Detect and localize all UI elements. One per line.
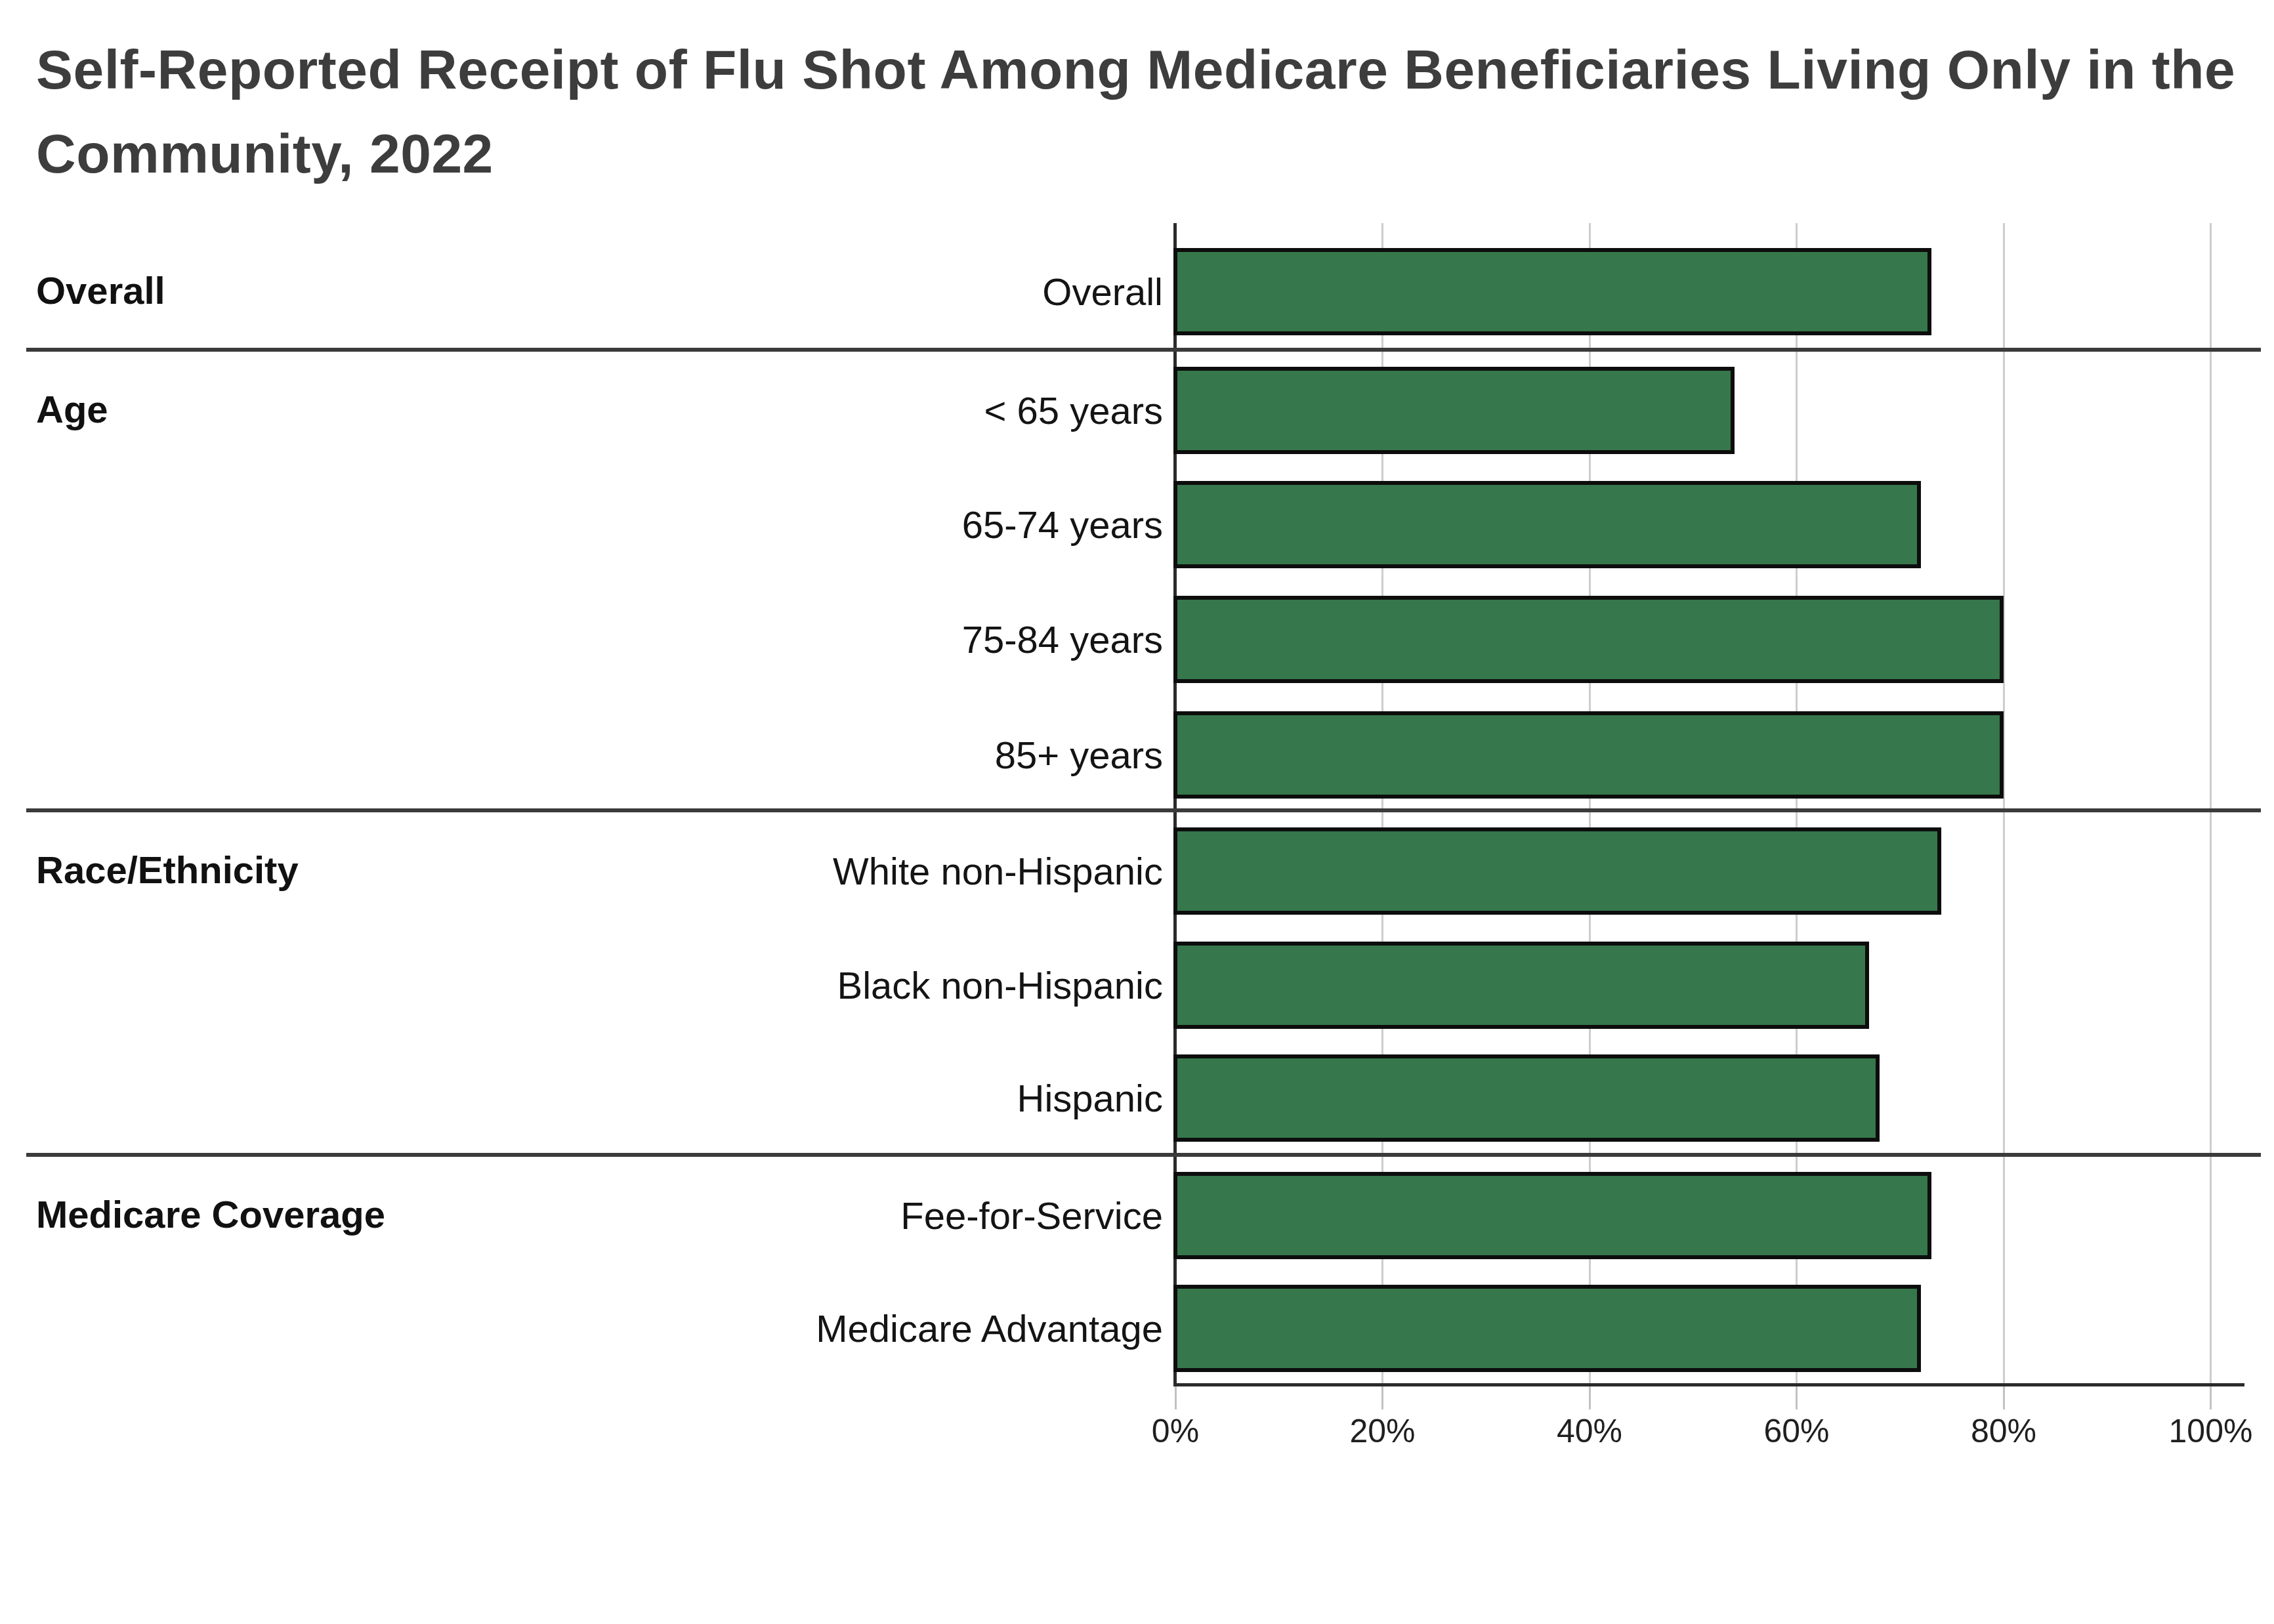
bar-overall (1173, 248, 1931, 335)
bar--65-years (1173, 367, 1735, 454)
tick-0 (1175, 1386, 1177, 1409)
gridline-100 (2210, 223, 2212, 1383)
group-label-race-ethnicity: Race/Ethnicity (36, 848, 299, 892)
tick-20 (1381, 1386, 1383, 1409)
bar-white-non-hispanic (1173, 827, 1941, 915)
gridline-80 (2003, 223, 2005, 1383)
section-divider-1 (26, 348, 2261, 352)
x-tick-label-60: 60% (1718, 1412, 1876, 1450)
chart-title-line-2: Community, 2022 (36, 112, 2241, 196)
row-label-hispanic: Hispanic (533, 1076, 1163, 1121)
bar-75-84-years (1173, 596, 2004, 683)
x-tick-label-40: 40% (1511, 1412, 1668, 1450)
bar-65-74-years (1173, 481, 1921, 568)
x-axis-line (1173, 1383, 2244, 1386)
tick-80 (2003, 1386, 2005, 1409)
x-tick-label-100: 100% (2132, 1412, 2274, 1450)
x-tick-label-80: 80% (1925, 1412, 2082, 1450)
row-label-medicare-advantage: Medicare Advantage (533, 1306, 1163, 1351)
bar-medicare-advantage (1173, 1285, 1921, 1372)
tick-100 (2210, 1386, 2212, 1409)
bar-hispanic (1173, 1054, 1880, 1142)
row-label-65-74-years: 65-74 years (533, 503, 1163, 547)
row-label-black-non-hispanic: Black non-Hispanic (533, 963, 1163, 1008)
tick-60 (1796, 1386, 1798, 1409)
section-divider-2 (26, 808, 2261, 812)
flu-shot-chart-page: Self-Reported Receipt of Flu Shot Among … (0, 0, 2274, 1624)
group-label-age: Age (36, 387, 108, 432)
chart-title-line-1: Self-Reported Receipt of Flu Shot Among … (36, 28, 2241, 112)
x-tick-label-0: 0% (1097, 1412, 1254, 1450)
row-label-fee-for-service: Fee-for-Service (533, 1194, 1163, 1238)
bar-black-non-hispanic (1173, 942, 1869, 1029)
bar-85-years (1173, 711, 2004, 799)
bar-fee-for-service (1173, 1172, 1931, 1259)
row-label--65-years: < 65 years (533, 388, 1163, 433)
tick-40 (1589, 1386, 1591, 1409)
row-label-overall: Overall (533, 270, 1163, 314)
section-divider-3 (26, 1153, 2261, 1157)
group-label-overall: Overall (36, 268, 165, 313)
row-label-75-84-years: 75-84 years (533, 617, 1163, 662)
group-label-medicare-coverage: Medicare Coverage (36, 1192, 385, 1237)
row-label-85-years: 85+ years (533, 733, 1163, 778)
row-label-white-non-hispanic: White non-Hispanic (533, 849, 1163, 894)
x-tick-label-20: 20% (1304, 1412, 1462, 1450)
chart-title: Self-Reported Receipt of Flu Shot Among … (36, 28, 2241, 196)
